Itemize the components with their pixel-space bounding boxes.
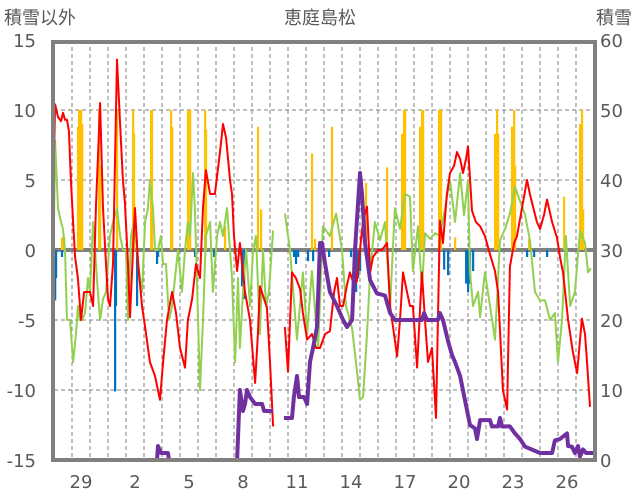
gridlines	[54, 40, 594, 460]
bar-negative	[359, 250, 362, 271]
bar-negative	[297, 250, 300, 257]
right-axis-title: 積雪	[596, 8, 632, 29]
x-tick-label: 14	[340, 472, 363, 493]
x-tick-label: 20	[448, 472, 471, 493]
bar-positive	[510, 126, 514, 250]
bar-negative	[193, 250, 197, 257]
bar-positive	[330, 126, 334, 250]
y-right-tick-label: 50	[600, 101, 623, 122]
y-right-tick-label: 20	[600, 311, 623, 332]
bar-positive	[440, 110, 443, 250]
bar-positive	[438, 110, 441, 250]
bar-negative	[533, 250, 536, 257]
x-tick-label: 23	[502, 472, 525, 493]
bar-positive	[404, 110, 407, 250]
bar-negative	[114, 250, 117, 392]
bar-negative	[472, 250, 475, 271]
bar-positive	[582, 209, 585, 250]
bar-positive	[256, 126, 260, 250]
bar-negative	[292, 250, 296, 257]
bar-negative	[306, 250, 310, 262]
bar-negative	[60, 250, 64, 257]
bar-positive	[400, 133, 404, 250]
y-left-tick-label: -5	[18, 311, 36, 332]
bar-positive	[386, 167, 389, 250]
bar-positive	[454, 237, 457, 250]
bar-negative	[526, 250, 529, 257]
y-right-tick-label: 40	[600, 171, 623, 192]
bar-positive	[578, 124, 582, 250]
bar-positive	[497, 133, 500, 250]
y-right-tick-label: 60	[600, 31, 623, 52]
bar-negative	[114, 250, 118, 306]
y-left-tick-label: 10	[13, 101, 36, 122]
y-left-tick-label: -15	[7, 451, 36, 472]
bar-positive	[422, 110, 425, 250]
bar-positive	[81, 124, 84, 250]
bar-positive	[528, 238, 531, 250]
bar-positive	[418, 126, 422, 250]
bar-positive	[78, 110, 81, 250]
plot-border	[51, 40, 597, 462]
x-tick-label: 8	[237, 472, 248, 493]
bar-positive	[116, 110, 119, 250]
bar-positive	[364, 182, 368, 250]
x-tick-label: 5	[183, 472, 194, 493]
y-left-tick-label: 5	[25, 171, 36, 192]
bar-negative	[350, 250, 353, 257]
y-right-tick-label: 10	[600, 381, 623, 402]
bar-positive	[189, 110, 192, 250]
bar-positive	[150, 110, 154, 250]
bar-negative	[135, 250, 139, 306]
bar-positive	[513, 166, 517, 250]
bar-negative	[467, 250, 470, 292]
bar-positive	[224, 226, 227, 250]
bar-negative	[546, 250, 549, 257]
bar-negative	[312, 250, 315, 262]
bar-negative	[355, 250, 358, 292]
bar-negative	[213, 250, 216, 257]
bar-negative	[328, 250, 331, 257]
bar-positive	[132, 133, 136, 250]
chart-title: 恵庭島松	[284, 8, 356, 29]
bar-positive	[60, 237, 64, 250]
bar-positive	[314, 238, 317, 250]
y-right-tick-label: 30	[600, 241, 623, 262]
series-line-snow-depth	[54, 171, 594, 462]
bar-positive	[494, 133, 497, 250]
bar-negative	[157, 250, 160, 257]
bar-positive	[260, 209, 263, 250]
plot-frame	[51, 40, 597, 462]
bar-positive	[171, 126, 174, 250]
x-tick-label: 29	[70, 472, 93, 493]
bar-positive	[310, 153, 314, 250]
bar-series	[54, 110, 585, 392]
bar-positive	[204, 129, 208, 250]
bar-negative	[443, 250, 446, 270]
x-tick-label: 17	[394, 472, 417, 493]
x-tick-label: 11	[286, 472, 309, 493]
bar-positive	[186, 110, 190, 250]
bar-negative	[294, 250, 298, 264]
bar-positive	[562, 196, 566, 250]
x-tick-label: 2	[129, 472, 140, 493]
bar-positive	[580, 110, 584, 250]
bar-negative	[447, 250, 450, 276]
y-left-tick-label: 0	[25, 241, 36, 262]
y-left-tick-label: -10	[7, 381, 36, 402]
bar-negative	[54, 250, 58, 278]
bar-positive	[99, 166, 102, 250]
series-line-red	[53, 58, 591, 427]
line-series	[53, 58, 594, 462]
bar-negative	[465, 250, 468, 284]
left-axis-title: 積雪以外	[4, 8, 76, 29]
y-left-tick-label: 15	[13, 31, 36, 52]
x-tick-label: 26	[556, 472, 579, 493]
y-right-tick-label: 0	[600, 451, 611, 472]
